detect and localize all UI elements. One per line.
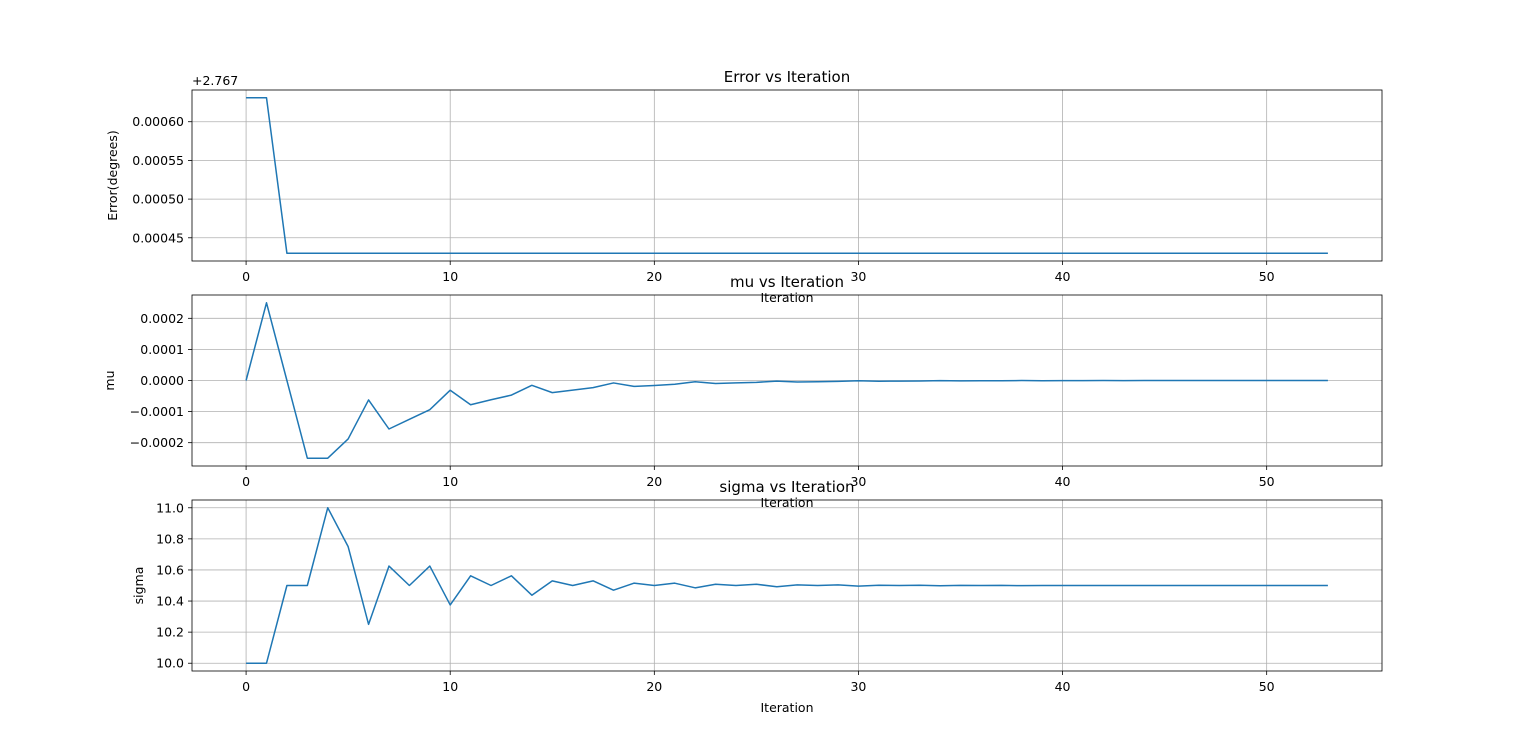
mu-ytick-label: −0.0002 bbox=[130, 435, 184, 450]
error-axes-frame bbox=[191, 89, 1383, 262]
mu-xtick-label: 10 bbox=[442, 474, 458, 489]
error-ytick-label: 0.00050 bbox=[132, 192, 184, 207]
mu-xtick-label: 0 bbox=[242, 474, 250, 489]
mu-ylabel: mu bbox=[102, 370, 117, 390]
mu-xtick-label: 30 bbox=[850, 474, 866, 489]
error-xtick-label: 50 bbox=[1259, 269, 1275, 284]
sigma-series-line bbox=[246, 507, 1328, 664]
sigma-xtick-label: 20 bbox=[646, 679, 662, 694]
error-xtick-label: 0 bbox=[242, 269, 250, 284]
error-xtick-label: 40 bbox=[1055, 269, 1071, 284]
error-xtick-label: 10 bbox=[442, 269, 458, 284]
sigma-xtick-label: 0 bbox=[242, 679, 250, 694]
sigma-ytick-label: 10.0 bbox=[156, 656, 184, 671]
mu-series-line bbox=[245, 302, 1328, 459]
sigma-xtick-label: 40 bbox=[1055, 679, 1071, 694]
mu-subplot: 0 10 20 30 40 50 −0.0002 −0.0001 0.0000 0.0001 0.0… bbox=[102, 273, 1383, 489]
sigma-ytick-label: 10.2 bbox=[156, 625, 184, 640]
sigma-xtick-label: 10 bbox=[442, 679, 458, 694]
sigma-title: sigma vs Iteration bbox=[719, 478, 854, 496]
sigma-xlabel: Iteration bbox=[760, 700, 813, 715]
mu-xlabel: Iteration bbox=[760, 495, 813, 510]
mu-title: mu vs Iteration bbox=[730, 273, 844, 291]
error-subplot: 0 10 20 30 40 50 0.00045 0.00050 0.00055 0.00060 +… bbox=[105, 68, 1383, 284]
sigma-subplot: 0 10 20 30 40 50 10.0 10.2 10.4 10.6 10.8 11.0 sigma… bbox=[131, 478, 1383, 694]
error-xlabel: Iteration bbox=[760, 290, 813, 305]
error-ylabel: Error(degrees) bbox=[105, 130, 120, 221]
error-ytick-label: 0.00055 bbox=[132, 153, 184, 168]
mu-ytick-label: 0.0000 bbox=[140, 373, 184, 388]
sigma-ytick-label: 10.6 bbox=[156, 562, 184, 577]
mu-ytick-label: −0.0001 bbox=[130, 404, 184, 419]
sigma-ytick-label: 10.8 bbox=[156, 531, 184, 546]
mu-ytick-label: 0.0002 bbox=[140, 311, 184, 326]
sigma-ytick-label: 10.4 bbox=[156, 594, 184, 609]
error-title: Error vs Iteration bbox=[724, 68, 850, 86]
error-series-line bbox=[246, 96, 1328, 255]
mu-xtick-label: 40 bbox=[1055, 474, 1071, 489]
sigma-ytick-label: 11.0 bbox=[156, 500, 184, 515]
sigma-axes-frame bbox=[191, 499, 1383, 672]
sigma-ylabel: sigma bbox=[131, 567, 146, 605]
error-ytick-label: 0.00045 bbox=[132, 230, 184, 245]
error-xtick-label: 30 bbox=[850, 269, 866, 284]
error-xtick-label: 20 bbox=[646, 269, 662, 284]
sigma-xtick-label: 30 bbox=[850, 679, 866, 694]
error-ytick-label: 0.00060 bbox=[132, 114, 184, 129]
mu-xtick-label: 20 bbox=[646, 474, 662, 489]
error-offset-label: +2.767 bbox=[192, 73, 238, 88]
sigma-xtick-label: 50 bbox=[1259, 679, 1275, 694]
mu-ytick-label: 0.0001 bbox=[140, 342, 184, 357]
mu-xtick-label: 50 bbox=[1259, 474, 1275, 489]
